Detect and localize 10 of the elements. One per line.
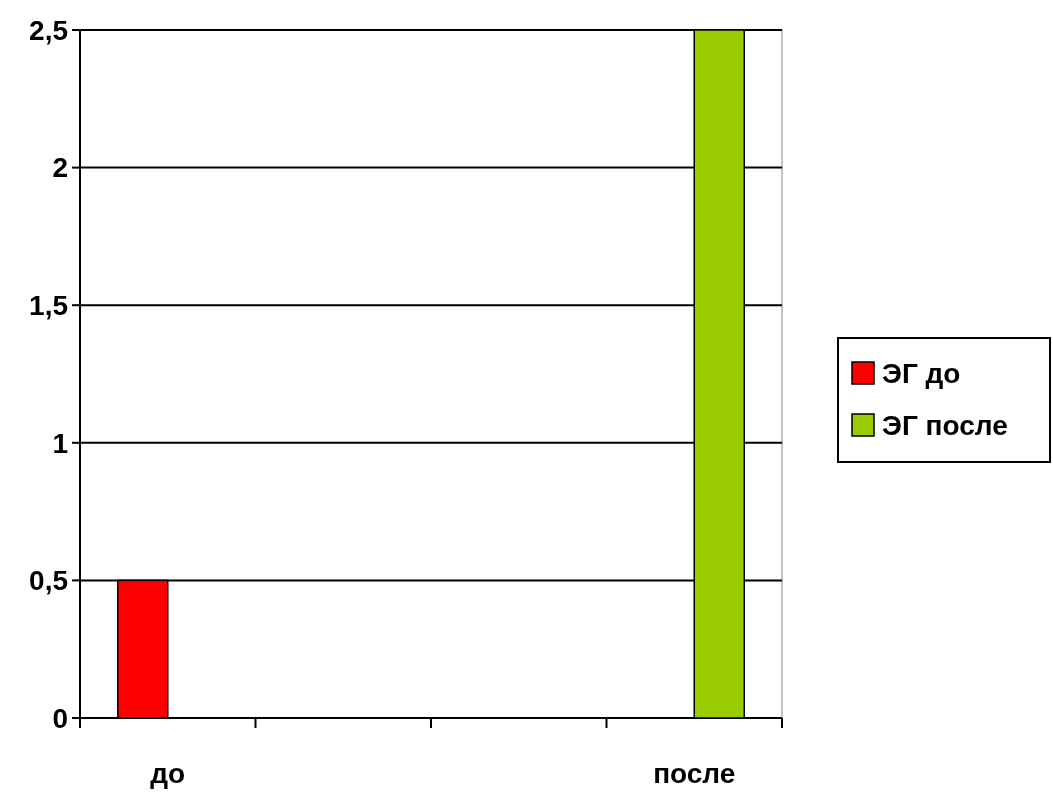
- y-tick-label: 0: [52, 702, 68, 734]
- y-tick-label: 1: [52, 427, 68, 459]
- x-tick-label: до: [150, 758, 186, 789]
- y-tick-label: 0,5: [29, 565, 68, 597]
- y-tick-label: 2,5: [29, 14, 68, 46]
- y-tick-label: 1,5: [29, 290, 68, 321]
- legend-label: ЭГ после: [882, 409, 1008, 441]
- legend-label: ЭГ до: [882, 357, 961, 389]
- y-tick-label: 2: [52, 152, 68, 184]
- x-tick-label: после: [653, 758, 736, 789]
